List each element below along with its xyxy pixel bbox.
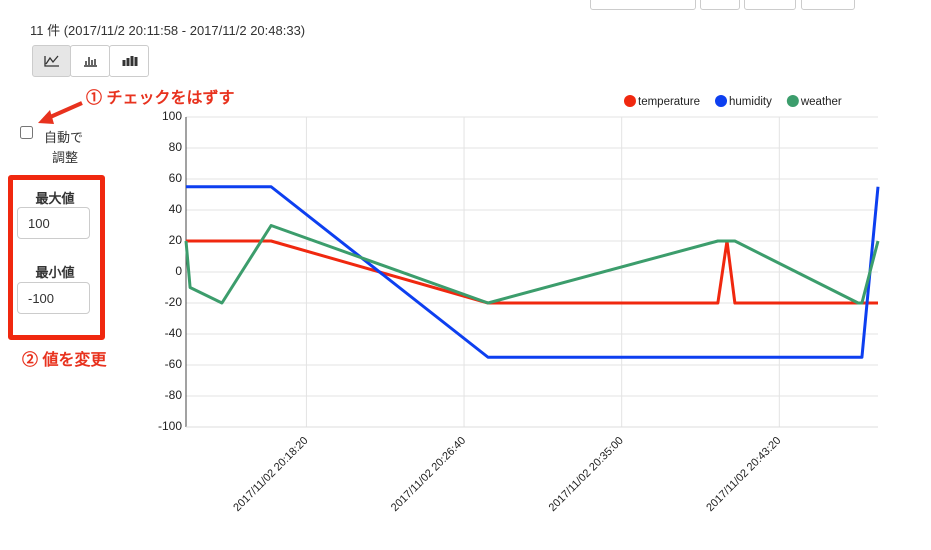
y-tick-label: -20 — [165, 295, 183, 309]
icon — [44, 55, 59, 67]
x-tick-label: 2017/11/02 20:43:20 — [704, 435, 783, 514]
legend-swatch — [715, 95, 728, 107]
line-chart-button[interactable] — [32, 45, 71, 77]
record-count: 11 件 (2017/11/2 20:11:58 - 2017/11/2 20:… — [30, 23, 306, 38]
tab-button[interactable] — [801, 0, 855, 10]
arrow — [38, 101, 83, 124]
y-tick-label: -40 — [165, 326, 183, 340]
max-label: 最大値 — [35, 191, 75, 206]
x-tick-label: 2017/11/02 20:26:40 — [389, 435, 468, 514]
stacked-chart-button[interactable] — [109, 45, 149, 77]
y-tick-label: -80 — [165, 388, 183, 402]
x-tick-label: 2017/11/02 20:18:20 — [231, 435, 310, 514]
legend-label: weather — [800, 96, 842, 108]
y-tick-label: 100 — [162, 109, 182, 123]
legend-swatch — [786, 95, 799, 107]
series-line — [186, 185, 880, 359]
auto-adjust-checkbox[interactable] — [20, 126, 33, 139]
y-tick-label: 80 — [169, 140, 183, 154]
icon — [84, 57, 97, 67]
annotation: ② 値を変更 — [22, 352, 107, 369]
x-tick-label: 2017/11/02 20:35:00 — [547, 435, 626, 514]
series-line — [184, 224, 880, 305]
min-label: 最小値 — [35, 265, 75, 280]
y-tick-label: 0 — [175, 264, 182, 278]
y-tick-label: -60 — [165, 357, 183, 371]
icon — [122, 56, 138, 66]
min-input[interactable]: -100 — [17, 282, 90, 314]
legend-label: humidity — [729, 96, 772, 108]
checkbox-label: 自動で — [44, 130, 84, 145]
tab-button[interactable] — [744, 0, 796, 10]
y-tick-label: 20 — [169, 233, 183, 247]
annotation: ① チェックをはずす — [86, 90, 235, 107]
legend-label: temperature — [638, 96, 700, 108]
tab-button[interactable] — [700, 0, 740, 10]
y-tick-label: 40 — [169, 202, 183, 216]
legend-swatch — [624, 95, 636, 107]
y-tick-label: -100 — [158, 419, 182, 433]
y-tick-label: 60 — [169, 171, 183, 185]
checkbox-label: 調整 — [52, 150, 79, 165]
max-input[interactable]: 100 — [17, 207, 90, 239]
highlight-box — [8, 175, 105, 340]
tab-button[interactable] — [590, 0, 696, 10]
bar-chart-button[interactable] — [70, 45, 110, 77]
